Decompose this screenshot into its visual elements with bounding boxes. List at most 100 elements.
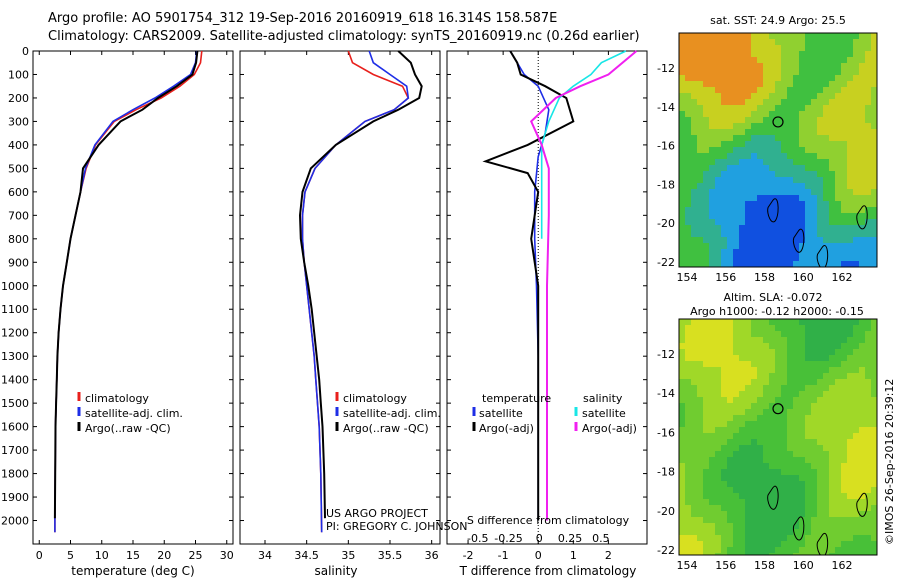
map-cell: [703, 355, 709, 361]
map-cell: [871, 105, 877, 111]
map-cell: [775, 45, 781, 51]
map-cell: [727, 195, 733, 201]
map-cell: [829, 493, 835, 499]
map-frame: [678, 318, 878, 556]
map-cell: [727, 219, 733, 225]
map-cell: [769, 141, 775, 147]
map-cell: [841, 535, 847, 541]
map-cell: [805, 325, 811, 331]
map-cell: [751, 237, 757, 243]
map-cell: [841, 165, 847, 171]
map-cell: [793, 261, 799, 267]
map-cell: [715, 451, 721, 457]
sst-map-title: sat. SST: 24.9 Argo: 25.5: [710, 14, 846, 27]
map-cell: [841, 123, 847, 129]
map-cell: [685, 343, 691, 349]
map-cell: [775, 87, 781, 93]
map-cell: [709, 231, 715, 237]
map-cell: [811, 183, 817, 189]
map-cell: [799, 499, 805, 505]
map-cell: [835, 261, 841, 267]
map-cell: [739, 337, 745, 343]
map-cell: [679, 391, 685, 397]
map-cell: [793, 391, 799, 397]
map-cell: [799, 183, 805, 189]
map-cell: [703, 183, 709, 189]
map-cell: [679, 409, 685, 415]
map-cell: [757, 553, 763, 555]
map-cell: [703, 177, 709, 183]
map-cell: [853, 421, 859, 427]
map-cell: [727, 165, 733, 171]
map-cell: [805, 337, 811, 343]
map-cell: [805, 379, 811, 385]
map-cell: [757, 87, 763, 93]
map-cell: [793, 385, 799, 391]
map-cell: [799, 529, 805, 535]
map-cell: [829, 523, 835, 529]
map-cell: [829, 207, 835, 213]
map-cell: [679, 75, 685, 81]
map-cell: [751, 529, 757, 535]
map-cell: [805, 403, 811, 409]
map-cell: [721, 529, 727, 535]
map-cell: [835, 367, 841, 373]
map-cell: [835, 87, 841, 93]
map-cell: [841, 147, 847, 153]
map-cell: [841, 51, 847, 57]
map-cell: [865, 93, 871, 99]
map-cell: [865, 225, 871, 231]
map-cell: [745, 427, 751, 433]
map-cell: [859, 373, 865, 379]
map-cell: [727, 111, 733, 117]
map-cell: [811, 171, 817, 177]
map-cell: [691, 511, 697, 517]
difference-legend: temperature satellite Argo(-adj) salinit…: [479, 392, 637, 435]
map-cell: [865, 51, 871, 57]
map-cell: [823, 111, 829, 117]
map-cell: [781, 427, 787, 433]
map-cell: [757, 165, 763, 171]
map-cell: [787, 153, 793, 159]
map-cell: [793, 337, 799, 343]
map-cell: [685, 373, 691, 379]
island-outline: [792, 516, 805, 541]
map-cell: [853, 75, 859, 81]
map-cell: [751, 481, 757, 487]
map-cell: [781, 451, 787, 457]
map-cell: [775, 261, 781, 267]
map-cell: [859, 237, 865, 243]
map-cell: [811, 51, 817, 57]
map-cell: [793, 135, 799, 141]
map-cell: [751, 39, 757, 45]
series-line-climatology: [54, 50, 203, 533]
map-cell: [709, 349, 715, 355]
map-cell: [799, 63, 805, 69]
map-cell: [817, 397, 823, 403]
map-cell: [745, 373, 751, 379]
map-cell: [871, 117, 877, 123]
map-cell: [823, 535, 829, 541]
map-cell: [823, 93, 829, 99]
map-cell: [793, 367, 799, 373]
map-cell: [769, 481, 775, 487]
map-cell: [751, 225, 757, 231]
map-cell: [835, 105, 841, 111]
map-cell: [817, 183, 823, 189]
map-cell: [733, 397, 739, 403]
map-cell: [805, 493, 811, 499]
map-cell: [751, 153, 757, 159]
map-cell: [685, 237, 691, 243]
map-cell: [679, 255, 685, 261]
map-cell: [715, 237, 721, 243]
map-cell: [745, 451, 751, 457]
map-cell: [727, 481, 733, 487]
map-cell: [679, 225, 685, 231]
map-cell: [823, 445, 829, 451]
map-cell: [715, 397, 721, 403]
map-cell: [793, 421, 799, 427]
map-cell: [865, 69, 871, 75]
map-cell: [721, 129, 727, 135]
map-cell: [751, 385, 757, 391]
map-cell: [697, 427, 703, 433]
